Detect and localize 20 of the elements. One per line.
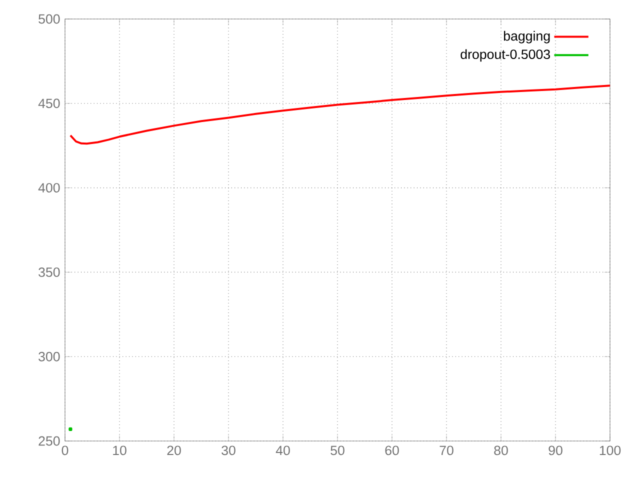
x-tick-label: 30 [222,446,236,456]
y-tick-label: 350 [38,267,60,277]
x-tick-label: 60 [385,446,399,456]
x-tick-label: 100 [600,446,621,456]
line-series [69,84,610,145]
y-tick-label: 250 [38,436,60,446]
x-tick-label: 80 [494,446,508,456]
x-tick-label: 90 [548,446,562,456]
y-tick-label: 300 [38,352,60,362]
y-tick-label: 450 [38,98,60,108]
y-tick-label: 400 [38,183,60,193]
x-tick-label: 20 [167,446,181,456]
x-tick-label: 50 [330,446,344,456]
x-tick-label: 40 [276,446,290,456]
x-tick-label: 70 [440,446,454,456]
legend-label: dropout-0.5003 [460,49,550,62]
x-tick-label: 10 [113,446,126,456]
x-tick-label: 0 [62,446,68,456]
legend-label: bagging [504,30,550,44]
y-tick-label: 500 [38,14,60,24]
